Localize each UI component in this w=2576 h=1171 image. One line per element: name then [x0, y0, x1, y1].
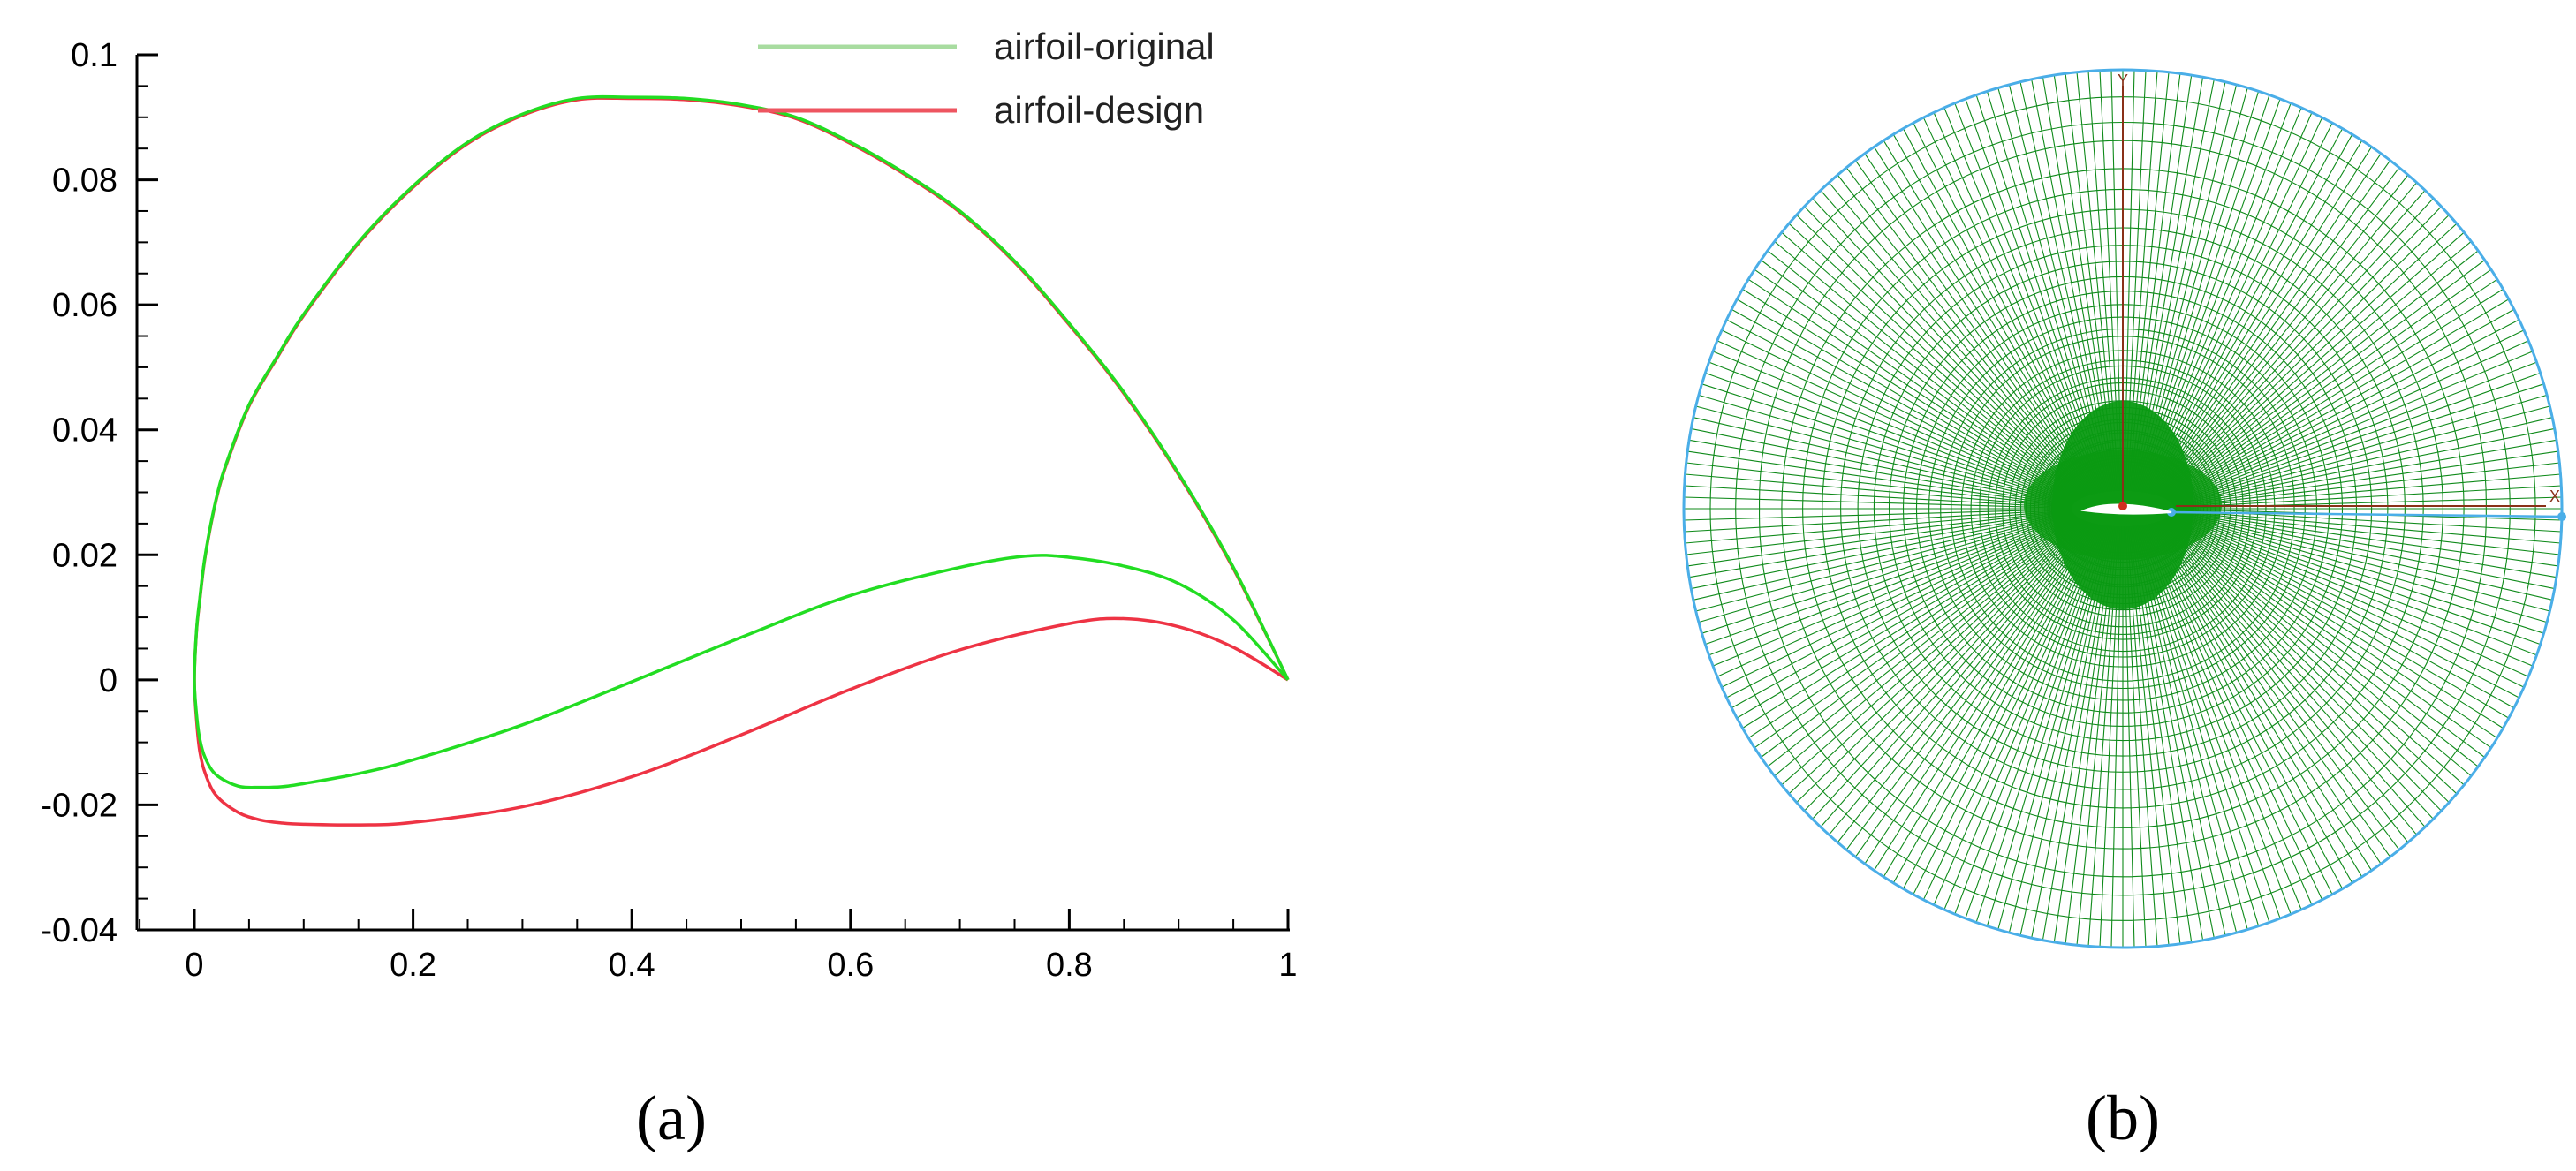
y-tick-label: 0.02	[52, 537, 117, 574]
y-tick-label: -0.02	[41, 787, 117, 824]
airfoil-shape	[2080, 503, 2172, 515]
y-tick-label: 0.08	[52, 162, 117, 200]
x-tick-label: 0.8	[1046, 947, 1093, 984]
y-tick-label: -0.04	[41, 912, 117, 949]
wake-cut-line	[2171, 510, 2563, 518]
caption-a: (a)	[636, 1083, 707, 1153]
x-axis-letter: X	[2549, 487, 2560, 505]
wake-end-point	[2557, 512, 2566, 521]
caption-b: (b)	[2086, 1083, 2160, 1153]
x-tick-label: 1	[1278, 947, 1297, 984]
x-tick-label: 0.2	[390, 947, 436, 984]
legend-label: airfoil-original	[994, 26, 1215, 67]
origin-marker	[2118, 502, 2127, 510]
y-axis-ticks: 0.1 0.08 0.06 0.04 0.02 0 -0.02 -0.04	[41, 37, 158, 949]
x-tick-label: 0.6	[827, 947, 874, 984]
legend-label: airfoil-design	[994, 89, 1204, 131]
y-tick-label: 0.1	[71, 37, 117, 74]
series-lines	[193, 94, 1290, 827]
polar-mesh-diagram: XY	[1682, 68, 2566, 949]
y-axis-letter: Y	[2118, 72, 2128, 89]
y-tick-label: 0.04	[52, 412, 117, 450]
chart-axes	[135, 55, 1290, 932]
far-field-boundary	[1682, 68, 2564, 949]
series-line-airfoil-design	[193, 96, 1290, 827]
x-tick-label: 0.4	[609, 947, 655, 984]
chart-legend: airfoil-original airfoil-design	[758, 26, 1215, 131]
x-tick-label: 0	[185, 947, 203, 984]
y-tick-label: 0	[99, 662, 117, 699]
airfoil-profile-chart: 0.1 0.08 0.06 0.04 0.02 0 -0.02 -0.04 0 0.2 0.4 0.…	[41, 26, 1297, 984]
x-axis-ticks: 0 0.2 0.4 0.6 0.8 1	[139, 909, 1298, 984]
series-line-airfoil-original	[193, 94, 1290, 789]
y-tick-label: 0.06	[52, 287, 117, 324]
mesh-spokes	[1684, 70, 2562, 948]
